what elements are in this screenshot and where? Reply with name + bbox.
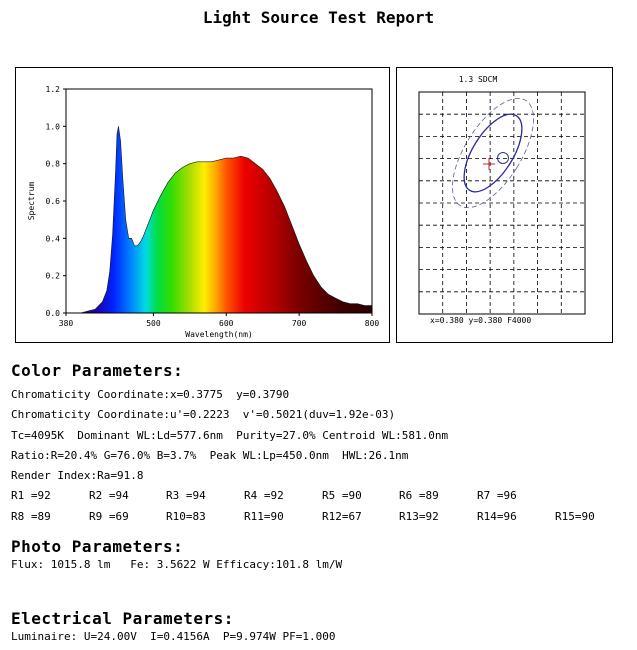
photo-parameters-heading: Photo Parameters: <box>11 537 184 556</box>
y-tick-label: 1.0 <box>46 122 61 131</box>
render-value: R1 =92 <box>11 489 51 502</box>
render-value: R6 =89 <box>399 489 439 502</box>
render-value: R4 =92 <box>244 489 284 502</box>
electrical-parameters-heading: Electrical Parameters: <box>11 609 234 628</box>
luminaire-line: Luminaire: U=24.00V I=0.4156A P=9.974W P… <box>11 630 336 643</box>
y-tick-label: 1.2 <box>46 85 61 94</box>
x-tick-label: 700 <box>292 319 307 328</box>
chromaticity-xy-line: Chromaticity Coordinate:x=0.3775 y=0.379… <box>11 388 290 401</box>
chromaticity-chart: 1.3 SDCM x=0.380 y=0.380 F4000 <box>418 75 586 325</box>
render-value: R14=96 <box>477 510 517 523</box>
flux-line: Flux: 1015.8 lm Fe: 3.5622 W Efficacy:10… <box>11 558 343 571</box>
x-tick-label: 600 <box>219 319 234 328</box>
x-tick-label: 500 <box>146 319 161 328</box>
spectrum-area <box>66 126 372 313</box>
render-value: R11=90 <box>244 510 284 523</box>
y-tick-label: 0.6 <box>46 197 61 206</box>
ratio-line: Ratio:R=20.4% G=76.0% B=3.7% Peak WL:Lp=… <box>11 449 409 462</box>
spectrum-chart-panel: 0.0 0.2 0.4 0.6 0.8 1.0 1.2 380 500 600 700 800 Wave… <box>15 67 390 343</box>
render-value: R10=83 <box>166 510 206 523</box>
y-tick-label: 0.2 <box>46 272 61 281</box>
chromaticity-uv-line: Chromaticity Coordinate:u'=0.2223 v'=0.5… <box>11 408 396 421</box>
render-value: R8 =89 <box>11 510 51 523</box>
render-value: R12=67 <box>322 510 362 523</box>
render-value: R13=92 <box>399 510 439 523</box>
spectrum-chart: 0.0 0.2 0.4 0.6 0.8 1.0 1.2 380 500 600 700 800 Wave… <box>27 85 380 339</box>
coordinate-readout: x=0.380 y=0.380 F4000 <box>430 316 531 325</box>
render-value: R7 =96 <box>477 489 517 502</box>
y-tick-label: 0.0 <box>46 309 61 318</box>
color-parameters-heading: Color Parameters: <box>11 361 184 380</box>
spectrum-line <box>66 126 372 314</box>
report-title: Light Source Test Report <box>202 8 435 27</box>
render-value: R15=90 <box>555 510 595 523</box>
render-value: R3 =94 <box>166 489 206 502</box>
color-temperature-line: Tc=4095K Dominant WL:Ld=577.6nm Purity=2… <box>11 429 449 442</box>
render-value: R9 =69 <box>89 510 129 523</box>
chart-title: 1.3 SDCM <box>459 75 498 84</box>
y-axis-label: Spectrum <box>27 182 36 221</box>
target-point-marker <box>497 152 509 164</box>
chromaticity-chart-panel: 1.3 SDCM x=0.380 y=0.380 F4000 <box>396 67 613 343</box>
y-tick-label: 0.8 <box>46 160 61 169</box>
macadam-ellipse-inner <box>463 113 523 193</box>
x-axis-label: Wavelength(nm) <box>185 330 252 339</box>
render-index-line: Render Index:Ra=91.8 <box>11 469 144 482</box>
y-tick-label: 0.4 <box>46 234 61 243</box>
macadam-ellipse-outer <box>452 97 534 209</box>
x-tick-label: 800 <box>365 319 380 328</box>
x-tick-label: 380 <box>59 319 74 328</box>
render-value: R5 =90 <box>322 489 362 502</box>
render-value: R2 =94 <box>89 489 129 502</box>
